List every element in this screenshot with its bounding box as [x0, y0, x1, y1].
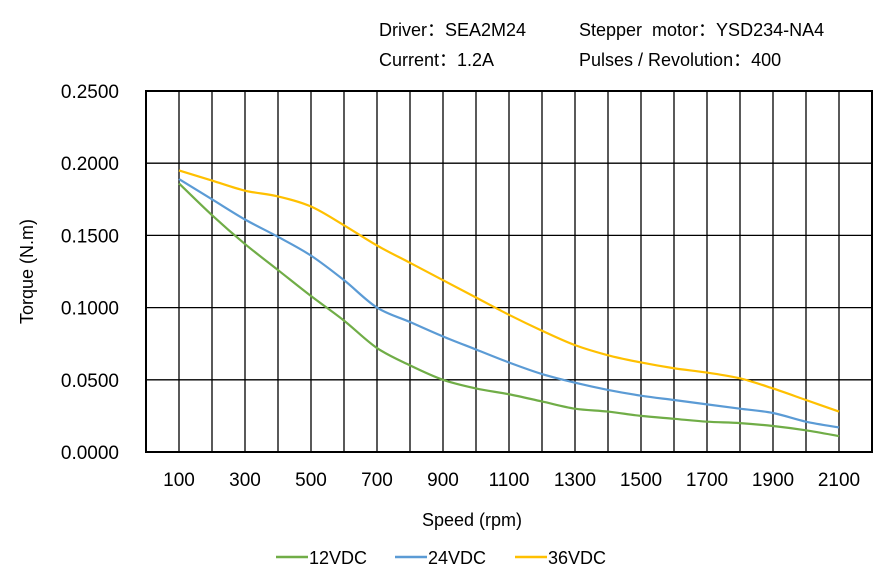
x-tick-label: 1100	[489, 470, 530, 491]
current-label: Current：1.2A	[379, 50, 495, 70]
y-axis-label: Torque (N.m)	[17, 219, 37, 324]
legend-label-12vdc: 12VDC	[309, 548, 367, 568]
y-tick-label: 0.1500	[61, 226, 119, 247]
x-tick-label: 300	[229, 470, 261, 491]
driver-label: Driver：SEA2M24	[379, 20, 527, 40]
x-tick-label: 1700	[686, 470, 728, 491]
x-tick-label: 1900	[752, 470, 794, 491]
legend-label-24vdc: 24VDC	[428, 548, 486, 568]
y-tick-label: 0.2500	[61, 82, 119, 103]
plot-frame	[145, 90, 873, 453]
x-tick-label: 1300	[554, 470, 596, 491]
x-tick-label: 700	[361, 470, 393, 491]
motor-label: Stepper motor：YSD234-NA4	[579, 20, 825, 40]
series-line-36vdc	[178, 169, 840, 413]
x-tick-label: 1500	[620, 470, 662, 491]
y-tick-label: 0.1000	[61, 299, 119, 320]
x-tick-label: 100	[163, 470, 195, 491]
x-tick-label: 2100	[818, 470, 860, 491]
x-tick-label: 900	[427, 470, 459, 491]
series-line-12vdc	[178, 182, 840, 438]
y-tick-label: 0.0000	[61, 443, 119, 464]
x-axis-label: Speed (rpm)	[422, 510, 522, 530]
y-tick-label: 0.0500	[61, 371, 119, 392]
legend-label-36vdc: 36VDC	[548, 548, 606, 568]
x-tick-label: 500	[295, 470, 327, 491]
series-line-24vdc	[178, 178, 840, 429]
y-tick-label: 0.2000	[61, 154, 119, 175]
pulses-label: Pulses / Revolution：400	[579, 50, 782, 70]
